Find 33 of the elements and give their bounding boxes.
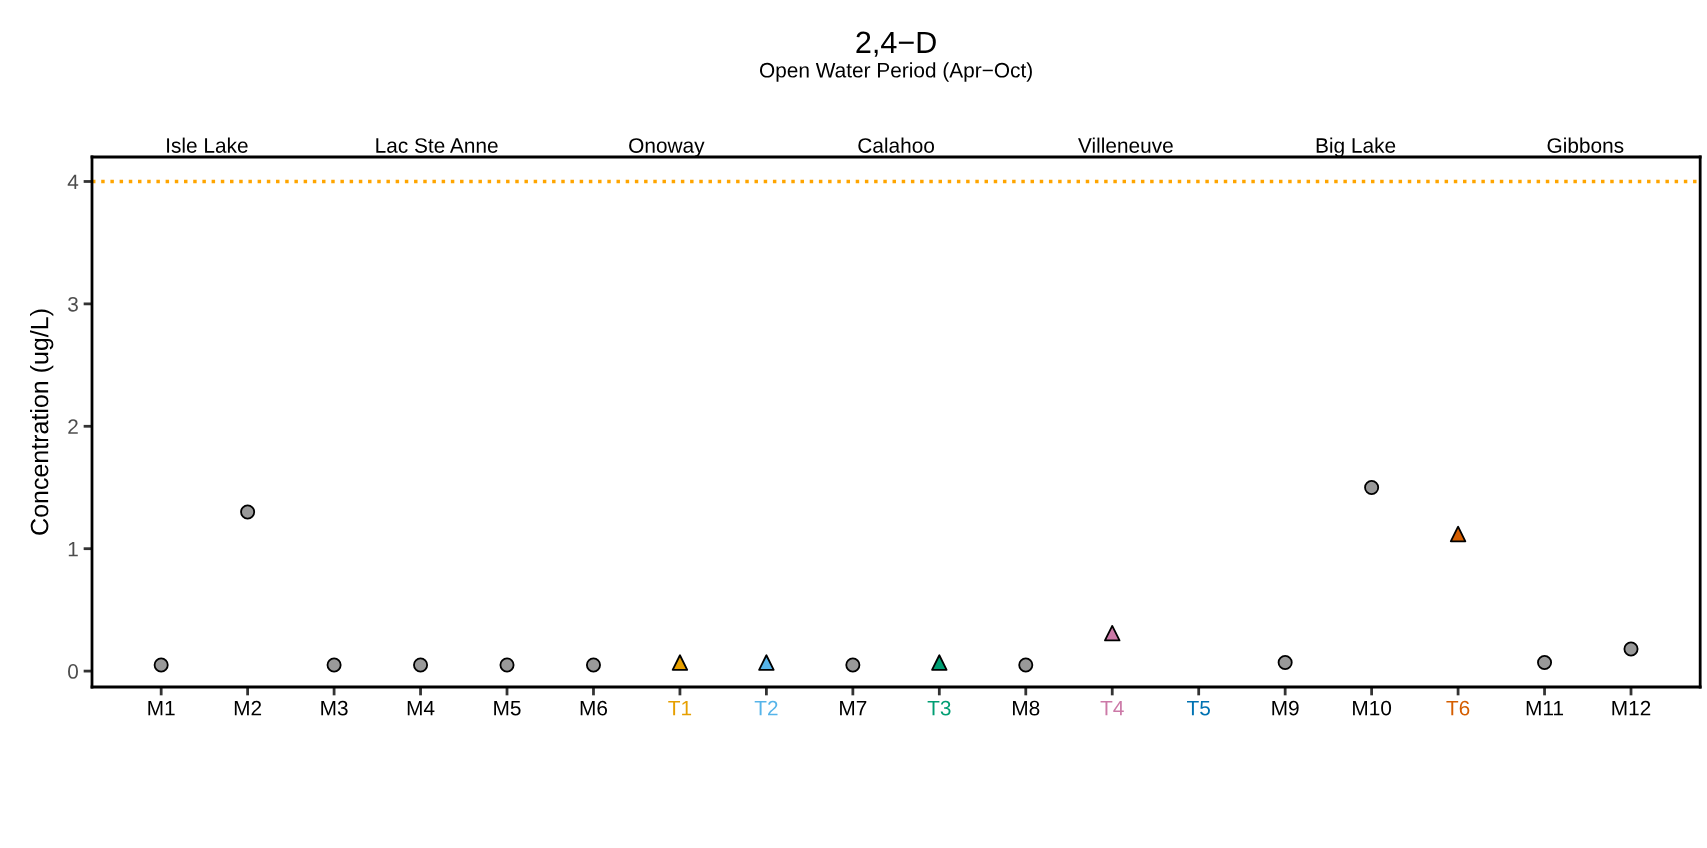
- x-tick-label: M10: [1353, 700, 1392, 716]
- x-tick-label: M4: [407, 700, 435, 716]
- chart-subtitle: Open Water Period (Apr−Oct): [759, 62, 1032, 82]
- y-axis-title: Concentration (ug/L): [30, 309, 54, 535]
- annotation: Onoway: [629, 138, 705, 157]
- x-tick-label: M11: [1526, 700, 1564, 716]
- x-tick-label: M5: [494, 700, 521, 716]
- y-tick-label: 1: [68, 541, 78, 557]
- x-tick-label: T2: [754, 700, 778, 716]
- x-tick-label: T1: [668, 700, 692, 716]
- annotation: Big Lake: [1316, 137, 1396, 157]
- chart-title: 2,4−D: [856, 31, 936, 57]
- x-tick-label: M2: [234, 700, 262, 716]
- x-tick-label: M3: [321, 700, 348, 716]
- y-tick-label: 4: [67, 174, 79, 190]
- x-tick-label: T3: [927, 700, 951, 716]
- y-tick-label: 2: [68, 419, 78, 434]
- x-tick-label: M9: [1272, 700, 1299, 716]
- x-tick-label: M12: [1612, 700, 1651, 716]
- x-tick-label: M6: [580, 700, 608, 716]
- x-tick-label: M7: [840, 700, 867, 716]
- y-tick-label: 3: [68, 296, 78, 312]
- text: Calahoo: [858, 137, 935, 153]
- text: Gibbons: [1547, 137, 1624, 153]
- x-tick-label: T4: [1100, 700, 1124, 716]
- text: Lac Ste Anne: [376, 138, 498, 153]
- x-tick-label: T6: [1446, 700, 1470, 716]
- text: Isle Lake: [167, 137, 248, 153]
- text: Villeneuve: [1078, 137, 1173, 153]
- x-tick-label: M1: [148, 700, 175, 716]
- y-tick-label: 0: [68, 664, 78, 679]
- x-tick-label: T5: [1187, 700, 1210, 716]
- x-tick-label: M8: [1013, 700, 1040, 716]
